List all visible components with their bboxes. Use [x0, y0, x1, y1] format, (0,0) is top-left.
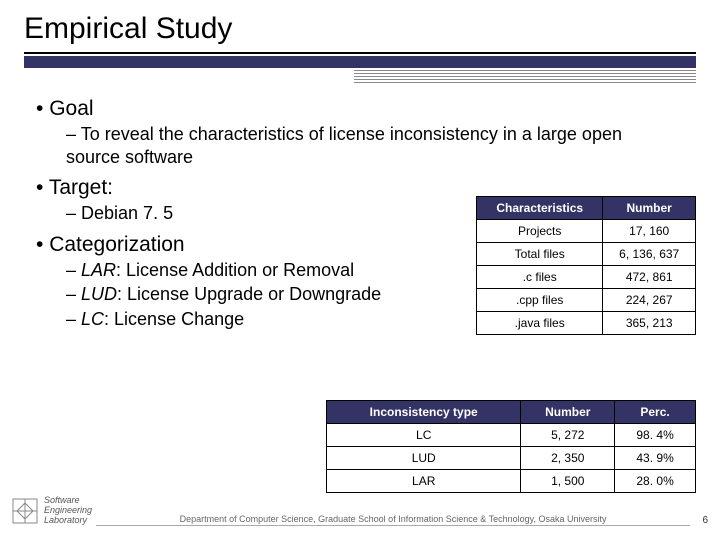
table-header: Number [521, 401, 615, 424]
page-number: 6 [694, 515, 708, 526]
lab-logo-icon [12, 498, 38, 524]
table-header: Perc. [615, 401, 696, 424]
slide-title: Empirical Study [24, 12, 696, 46]
goal-text: To reveal the characteristics of license… [66, 123, 626, 168]
cat-item-lud: LUD: License Upgrade or Downgrade [66, 283, 424, 306]
table-row: LUD2, 35043. 9% [327, 447, 696, 470]
logo-text: Software Engineering Laboratory [44, 496, 92, 526]
table-row: LAR1, 50028. 0% [327, 470, 696, 493]
table-header: Characteristics [477, 197, 603, 220]
table-row: LC5, 27298. 4% [327, 424, 696, 447]
table-header-row: Characteristics Number [477, 197, 696, 220]
table-row: .cpp files224, 267 [477, 289, 696, 312]
inconsistency-table: Inconsistency type Number Perc. LC5, 272… [326, 400, 696, 493]
table-header-row: Inconsistency type Number Perc. [327, 401, 696, 424]
accent-bar [24, 56, 696, 68]
categorization-list: LAR: License Addition or Removal LUD: Li… [24, 259, 424, 331]
cat-item-lc: LC: License Change [66, 308, 424, 331]
logo: Software Engineering Laboratory [12, 496, 92, 526]
goal-heading: Goal [36, 97, 696, 121]
cat-item-lar: LAR: License Addition or Removal [66, 259, 424, 282]
table-row: .java files365, 213 [477, 312, 696, 335]
table-row: Total files6, 136, 637 [477, 243, 696, 266]
footer: Software Engineering Laboratory Departme… [0, 496, 720, 526]
decorative-lines [354, 70, 696, 83]
table-header: Inconsistency type [327, 401, 521, 424]
department-text: Department of Computer Science, Graduate… [96, 514, 690, 526]
table-row: .c files472, 861 [477, 266, 696, 289]
title-underline [24, 52, 696, 54]
table-row: Projects17, 160 [477, 220, 696, 243]
table-header: Number [603, 197, 696, 220]
characteristics-table: Characteristics Number Projects17, 160 T… [476, 196, 696, 335]
